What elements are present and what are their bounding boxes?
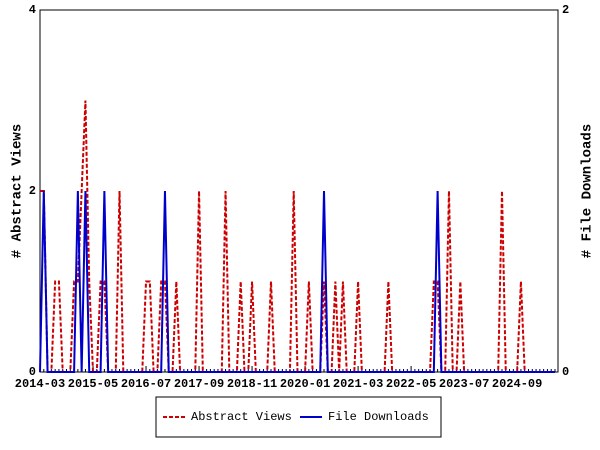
x-tick-label: 2018-11 [227, 377, 277, 391]
y-tick-label: 0 [29, 365, 36, 379]
x-tick-label: 2023-07 [439, 377, 489, 391]
x-tick-label: 2022-05 [386, 377, 436, 391]
y-tick-label: 2 [29, 184, 36, 198]
y-axis-label: # Abstract Views [10, 124, 26, 258]
series-line [39, 190, 555, 373]
y2-tick-label: 2 [562, 3, 569, 17]
legend [155, 396, 442, 438]
y2-axis-label: # File Downloads [580, 124, 596, 258]
x-tick-label: 2015-05 [68, 377, 118, 391]
x-tick-label: 2021-03 [333, 377, 383, 391]
legend-label: Abstract Views [191, 410, 292, 424]
y2-tick-label: 0 [562, 365, 569, 379]
x-tick-label: 2014-03 [15, 377, 65, 391]
plot-area [39, 9, 559, 373]
x-tick-label: 2020-01 [280, 377, 330, 391]
x-tick-label: 2016-07 [121, 377, 171, 391]
legend-label: File Downloads [328, 410, 429, 424]
x-tick-label: 2024-09 [492, 377, 542, 391]
x-tick-label: 2017-09 [174, 377, 224, 391]
y-tick-label: 4 [29, 3, 36, 17]
